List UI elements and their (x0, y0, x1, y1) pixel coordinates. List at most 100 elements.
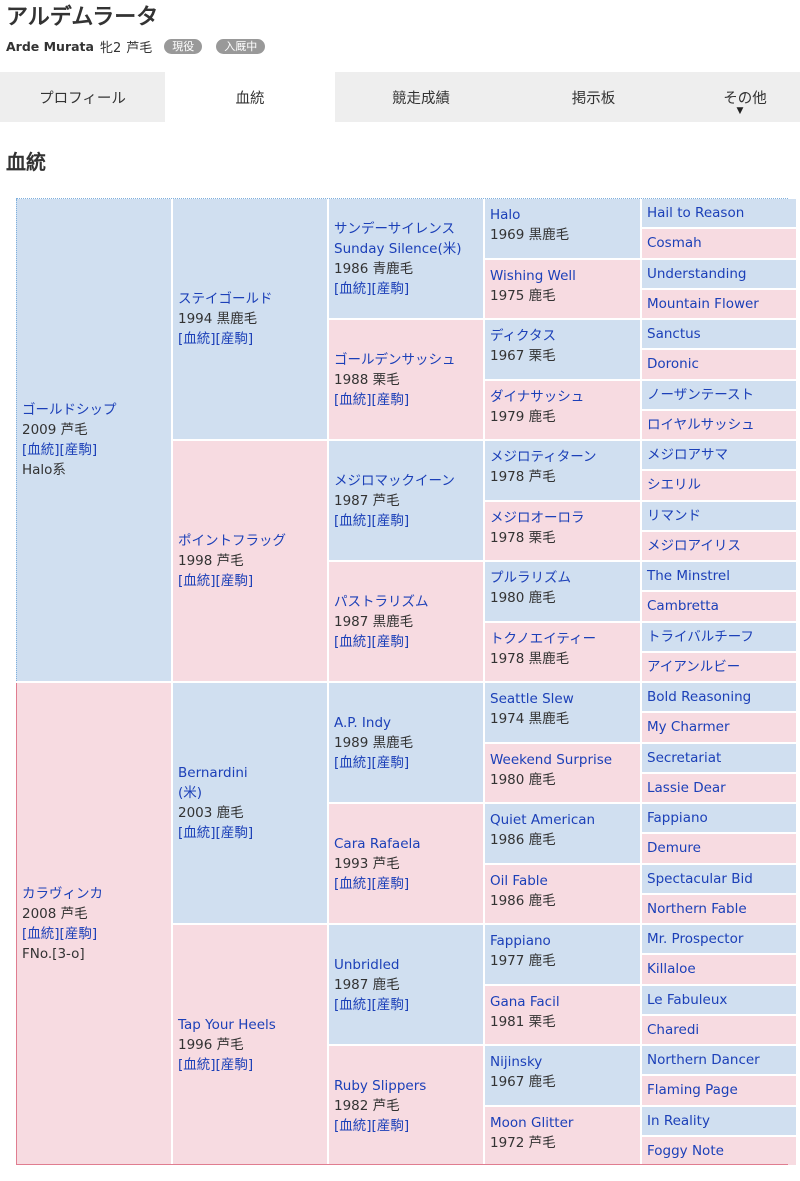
ancestor-cell: Fappiano 1977 鹿毛 (485, 925, 640, 984)
pedigree-link[interactable]: [血統] (334, 391, 372, 408)
pedigree-link[interactable]: [血統] (334, 875, 372, 892)
ancestor-name-link[interactable]: Sanctus (647, 326, 701, 343)
ancestor-name-link[interactable]: Cara Rafaela (334, 835, 421, 852)
ancestor-name-link[interactable]: ロイヤルサッシュ (647, 416, 755, 433)
ancestor-name-link[interactable]: Lassie Dear (647, 779, 726, 796)
pedigree-link[interactable]: [血統] (334, 754, 372, 771)
ancestor-name-link[interactable]: Hail to Reason (647, 205, 745, 222)
pedigree-link[interactable]: [血統] (22, 442, 60, 458)
pedigree-link[interactable]: [血統] (334, 280, 372, 297)
pedigree-link[interactable]: [血統] (334, 1117, 372, 1134)
offspring-link[interactable]: [産駒] (371, 875, 410, 892)
ancestor-name-link[interactable]: A.P. Indy (334, 714, 392, 731)
offspring-link[interactable]: [産駒] (215, 825, 254, 841)
pedigree-link[interactable]: [血統] (178, 825, 216, 841)
ancestor-name-link[interactable]: Unbridled (334, 956, 400, 973)
ancestor-name-link[interactable]: My Charmer (647, 719, 730, 736)
offspring-link[interactable]: [産駒] (215, 331, 254, 347)
ancestor-name-link[interactable]: Northern Dancer (647, 1052, 760, 1069)
ancestor-name-link[interactable]: カラヴィンカ (22, 885, 103, 902)
offspring-link[interactable]: [産駒] (215, 573, 254, 589)
ancestor-name-link[interactable]: Bernardini (178, 765, 248, 781)
ancestor-name-link[interactable]: アイアンルビー (647, 658, 741, 675)
ancestor-name-link[interactable]: Flaming Page (647, 1082, 738, 1099)
ancestor-name-link[interactable]: Spectacular Bid (647, 870, 753, 887)
pedigree-link[interactable]: [血統] (178, 1057, 216, 1073)
ancestor-name-alt[interactable]: Sunday Silence(米) (334, 240, 462, 257)
ancestor-name-link[interactable]: Weekend Surprise (490, 751, 613, 768)
ancestor-name-link[interactable]: トクノエイティー (490, 630, 597, 647)
ancestor-name-link[interactable]: ゴールドシップ (22, 402, 117, 418)
ancestor-name-link[interactable]: メジロアサマ (647, 447, 728, 464)
tab-other[interactable]: その他 ▼ (680, 72, 800, 122)
ancestor-name-link[interactable]: サンデーサイレンス (334, 220, 455, 237)
pedigree-link[interactable]: [血統] (22, 925, 60, 942)
ancestor-name-link[interactable]: ディクタス (490, 328, 557, 344)
ancestor-name-link[interactable]: Demure (647, 840, 701, 857)
ancestor-name-link[interactable]: Northern Fable (647, 900, 747, 917)
offspring-link[interactable]: [産駒] (371, 280, 410, 297)
ancestor-name-link[interactable]: メジロティターン (490, 449, 597, 465)
ancestor-name-alt[interactable]: (米) (178, 785, 203, 801)
tab-pedigree[interactable]: 血統 (165, 72, 335, 122)
ancestor-name-link[interactable]: ゴールデンサッシュ (334, 351, 456, 368)
ancestor-name-link[interactable]: Bold Reasoning (647, 689, 752, 706)
ancestor-name-link[interactable]: ステイゴールド (178, 291, 273, 307)
ancestor-name-link[interactable]: Le Fabuleux (647, 991, 728, 1008)
ancestor-name-link[interactable]: Killaloe (647, 961, 696, 978)
tab-bulletin-board[interactable]: 掲示板 (507, 72, 680, 122)
offspring-link[interactable]: [産駒] (371, 512, 410, 529)
ancestor-name-link[interactable]: Cambretta (647, 598, 719, 615)
ancestor-name-link[interactable]: Doronic (647, 356, 699, 373)
ancestor-name-link[interactable]: メジロマックイーン (334, 472, 455, 489)
ancestor-name-link[interactable]: Tap Your Heels (178, 1017, 276, 1033)
ancestor-name-link[interactable]: Mountain Flower (647, 295, 759, 312)
offspring-link[interactable]: [産駒] (59, 925, 98, 942)
ancestor-name-link[interactable]: Gana Facil (490, 993, 560, 1010)
ancestor-name-link[interactable]: リマンド (647, 507, 701, 524)
ancestor-name-link[interactable]: Mr. Prospector (647, 931, 744, 948)
ancestor-name-link[interactable]: Fappiano (490, 933, 551, 949)
ancestor-name-link[interactable]: Ruby Slippers (334, 1077, 427, 1094)
ancestor-name-link[interactable]: トライバルチーフ (647, 628, 754, 645)
offspring-link[interactable]: [産駒] (59, 442, 98, 458)
ancestor-name-link[interactable]: Fappiano (647, 810, 708, 827)
ancestor-name-link[interactable]: ノーザンテースト (647, 386, 755, 403)
pedigree-link[interactable]: [血統] (334, 633, 372, 650)
ancestor-birth-coat: 1975 鹿毛 (490, 287, 556, 304)
ancestor-name-link[interactable]: Charedi (647, 1021, 700, 1038)
offspring-link[interactable]: [産駒] (371, 633, 410, 650)
ancestor-name-link[interactable]: Understanding (647, 265, 747, 282)
offspring-link[interactable]: [産駒] (371, 391, 410, 408)
pedigree-link[interactable]: [血統] (334, 996, 372, 1013)
ancestor-name-link[interactable]: プルラリズム (490, 570, 571, 586)
ancestor-name-link[interactable]: ポイントフラッグ (178, 533, 286, 549)
ancestor-name-link[interactable]: Seattle Slew (490, 691, 574, 707)
ancestor-name-link[interactable]: Secretariat (647, 749, 722, 766)
pedigree-link[interactable]: [血統] (178, 331, 216, 347)
ancestor-name-link[interactable]: Cosmah (647, 235, 702, 252)
ancestor-name-link[interactable]: Quiet American (490, 812, 596, 828)
offspring-link[interactable]: [産駒] (371, 1117, 410, 1134)
ancestor-name-link[interactable]: メジロオーロラ (490, 509, 585, 526)
ancestor-name-link[interactable]: メジロアイリス (647, 537, 741, 554)
ancestor-name-link[interactable]: In Reality (647, 1112, 710, 1129)
tab-profile[interactable]: プロフィール (0, 72, 165, 122)
ancestor-name-link[interactable]: The Minstrel (647, 568, 730, 585)
ancestor-name-link[interactable]: Oil Fable (490, 872, 548, 889)
ancestor-name-link[interactable]: Moon Glitter (490, 1114, 574, 1131)
offspring-link[interactable]: [産駒] (371, 754, 410, 771)
ancestor-cell: Halo 1969 黒鹿毛 (485, 199, 640, 258)
pedigree-link[interactable]: [血統] (334, 512, 372, 529)
ancestor-name-link[interactable]: Foggy Note (647, 1142, 724, 1159)
ancestor-name-link[interactable]: パストラリズム (334, 593, 429, 610)
ancestor-name-link[interactable]: Wishing Well (490, 267, 576, 284)
ancestor-name-link[interactable]: Nijinsky (490, 1054, 543, 1070)
ancestor-name-link[interactable]: シエリル (647, 477, 701, 494)
offspring-link[interactable]: [産駒] (215, 1057, 254, 1073)
tab-race-results[interactable]: 競走成績 (335, 72, 507, 122)
ancestor-name-link[interactable]: ダイナサッシュ (490, 388, 585, 405)
offspring-link[interactable]: [産駒] (371, 996, 410, 1013)
ancestor-name-link[interactable]: Halo (490, 207, 521, 223)
pedigree-link[interactable]: [血統] (178, 573, 216, 589)
